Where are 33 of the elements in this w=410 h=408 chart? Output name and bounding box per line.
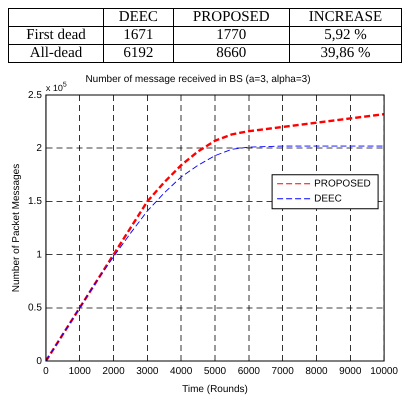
category-label: PROPOSED	[173, 8, 290, 26]
x-tick-label: 7000	[272, 366, 294, 377]
text: 1671	[123, 27, 154, 43]
y-tick-label: 2.5	[28, 90, 42, 101]
text: 1770	[216, 27, 246, 43]
y-tick-label: 2	[36, 142, 42, 154]
x-tick-label: 6000	[238, 366, 260, 377]
x-tick-label: 2000	[102, 366, 126, 377]
x-tick-label: 8000	[305, 366, 328, 377]
x-tick-label: 0	[43, 366, 50, 377]
text: 6192	[123, 45, 154, 61]
y-axis-title: Number of Packet Messages	[10, 164, 22, 292]
x-tick-label: 4000	[170, 366, 193, 377]
x-tick-label: 1000	[68, 366, 92, 377]
y-tick-label: 1.5	[28, 196, 42, 208]
text: 5,92 %	[324, 27, 367, 43]
category-label: First dead	[26, 27, 86, 43]
y-tick-label: 1	[36, 249, 42, 260]
y-tick-label: 0.5	[28, 302, 42, 314]
legend-label: DEEC	[314, 194, 342, 205]
text: 39,86 %	[320, 45, 370, 61]
x-tick-label: 5000	[204, 366, 227, 377]
category-label: INCREASE	[289, 8, 402, 26]
x-tick-label: 3000	[136, 366, 159, 377]
y-tick-label: 0	[36, 356, 42, 367]
x-tick-label: 9000	[339, 366, 362, 377]
x-tick-label: 10000	[370, 366, 398, 377]
text: 8660	[216, 45, 246, 61]
category-label: DEEC	[103, 8, 174, 26]
category-label: All-dead	[30, 45, 82, 61]
legend-label: PROPOSED	[314, 178, 371, 190]
x-axis-title: Time (Rounds)	[182, 384, 248, 395]
chart-title: Number of message received in BS (a=3, alpha=3)	[85, 74, 311, 85]
